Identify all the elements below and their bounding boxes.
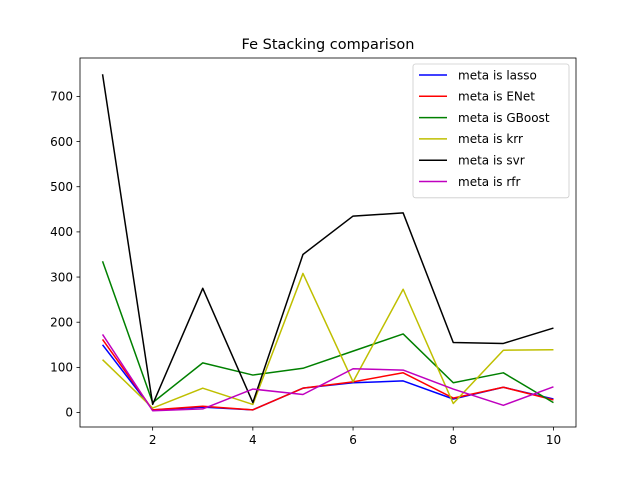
x-tick-label-4: 10 [546, 433, 561, 447]
series-line-3 [102, 272, 554, 409]
series-line-4 [101, 74, 554, 406]
series-layer [101, 74, 554, 412]
legend-label-0: meta is lasso [458, 68, 537, 82]
legend-label-1: meta is ENet [458, 90, 535, 104]
y-tick-label-7: 700 [50, 90, 73, 104]
y-tick-label-2: 200 [50, 315, 73, 329]
y-tick-label-3: 300 [50, 270, 73, 284]
y-tick-label-5: 500 [50, 180, 73, 194]
legend: meta is lasso meta is ENet meta is GBoost m… [412, 63, 570, 199]
y-tick-label-6: 600 [50, 135, 73, 149]
legend-label-4: meta is svr [458, 154, 525, 168]
y-tick-label-4: 400 [50, 225, 73, 239]
series-line-5 [101, 333, 554, 412]
y-tick-label-1: 100 [50, 361, 73, 375]
legend-label-3: meta is krr [458, 132, 523, 146]
plot-frame [79, 57, 577, 428]
y-tick-label-0: 0 [65, 406, 73, 420]
x-tick-label-0: 2 [149, 433, 157, 447]
legend-box [412, 63, 570, 199]
x-tick-label-2: 6 [349, 433, 357, 447]
x-tick-label-3: 8 [449, 433, 457, 447]
legend-label-2: meta is GBoost [458, 111, 550, 125]
x-tick-label-1: 4 [249, 433, 257, 447]
chart-title: Fe Stacking comparison [242, 37, 415, 53]
legend-label-5: meta is rfr [458, 175, 521, 189]
series-line-1 [101, 338, 554, 411]
